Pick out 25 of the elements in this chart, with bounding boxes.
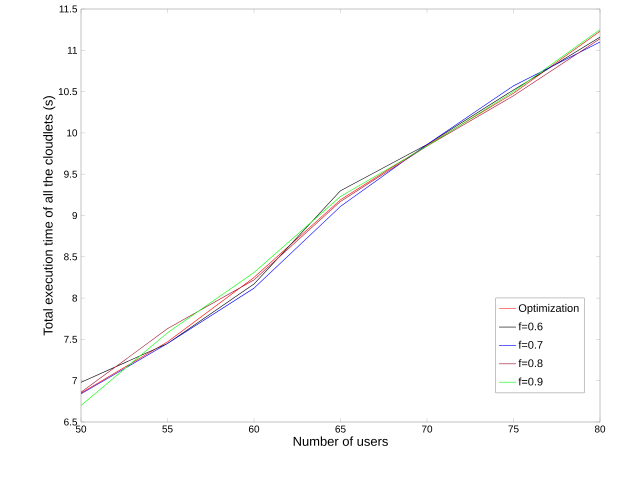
y-tick-label: 11 <box>68 46 77 54</box>
y-axis-title: Total execution time of all the cloudlets (s) <box>43 96 56 336</box>
x-tick-label: 55 <box>162 426 173 432</box>
y-tick-label: 7.5 <box>64 336 78 343</box>
legend-label: f=0.9 <box>518 377 543 386</box>
legend-label: f=0.6 <box>518 322 543 330</box>
y-tick-label: 11.5 <box>60 6 78 12</box>
legend-label: Optimization <box>518 304 579 314</box>
y-tick-label: 9 <box>72 212 78 220</box>
y-tick-label: 10 <box>67 129 78 136</box>
y-tick-label: 9.5 <box>64 170 78 178</box>
x-tick-label: 75 <box>508 426 519 432</box>
y-tick-label: 7 <box>72 377 77 384</box>
legend-label: f=0.7 <box>518 340 542 349</box>
legend-label: f=0.8 <box>518 359 543 368</box>
y-tick-label: 8 <box>72 294 78 302</box>
x-tick-label: 80 <box>594 426 606 433</box>
x-tick-label: 50 <box>76 426 86 433</box>
y-tick-label: 6.5 <box>64 418 78 426</box>
x-tick-label: 65 <box>335 426 346 433</box>
x-axis-title: Number of users <box>294 436 388 446</box>
y-tick-label: 8.5 <box>64 253 78 260</box>
y-tick-label: 10.5 <box>58 88 78 96</box>
x-tick-label: 70 <box>422 426 432 433</box>
x-tick-label: 60 <box>248 426 260 433</box>
